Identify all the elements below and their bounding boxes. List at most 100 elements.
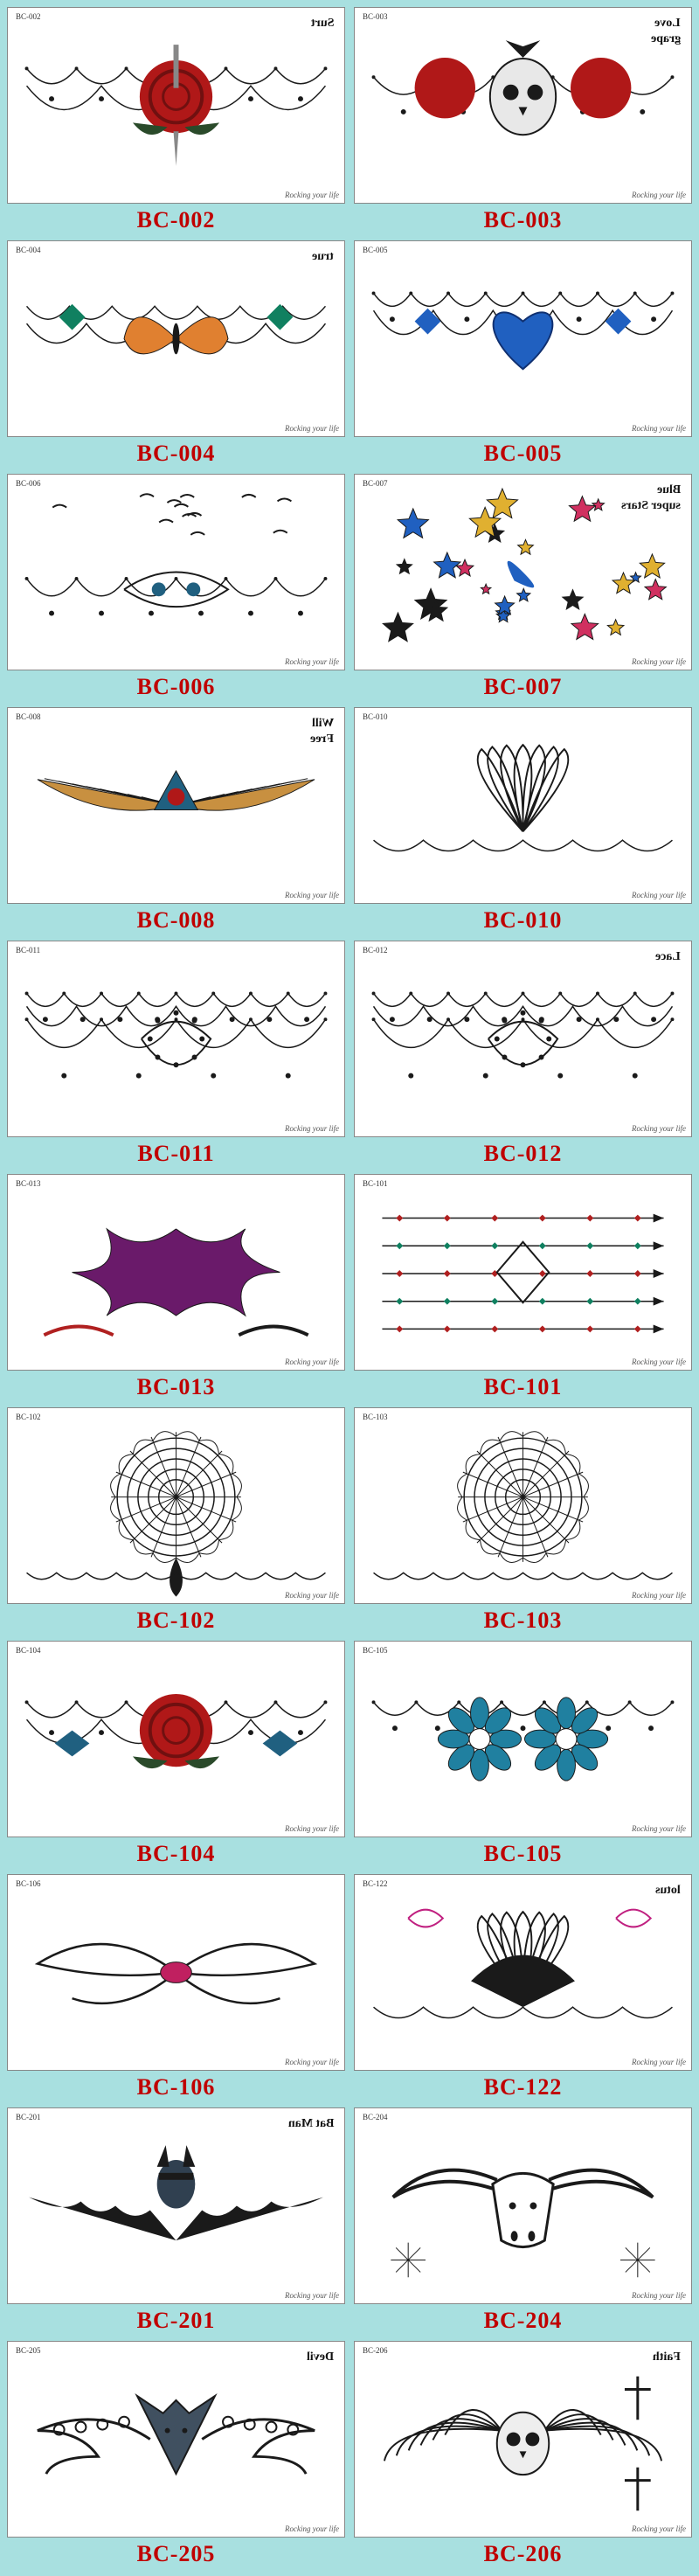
corner-code: BC-201 [13,2112,44,2122]
product-card[interactable]: BC-003Rocking your lifeLovegrape [354,7,692,204]
corner-footer: Rocking your life [632,1591,686,1600]
product-card[interactable]: BC-104 Rocking your life [7,1641,345,1837]
product-card[interactable]: BC-012Rocking your lifeLace [354,941,692,1137]
product-label: BC-101 [484,1374,563,1400]
corner-code: BC-101 [360,1178,391,1189]
corner-footer: Rocking your life [285,1591,339,1600]
product-card[interactable]: BC-004Rocking your lifetrue [7,240,345,437]
corner-code: BC-104 [13,1645,44,1656]
corner-code: BC-010 [360,712,391,722]
product-card[interactable]: BC-007Rocking your lifeBluesuper Stars [354,474,692,670]
corner-footer: Rocking your life [285,1357,339,1366]
product-card[interactable]: BC-103 Rocking your life [354,1407,692,1604]
corner-code: BC-013 [13,1178,44,1189]
product-label: BC-010 [484,907,563,934]
corner-code: BC-122 [360,1878,391,1889]
product-label: BC-206 [484,2541,563,2567]
product-card[interactable]: BC-101Rocking your life [354,1174,692,1371]
corner-code: BC-105 [360,1645,391,1656]
product-card[interactable]: BC-102 Rocking your life [7,1407,345,1604]
mirror-text: super Stars [621,499,681,513]
corner-footer: Rocking your life [632,2291,686,2300]
product-card[interactable]: BC-204 Rocking your life [354,2107,692,2304]
corner-code: BC-103 [360,1412,391,1422]
mirror-text: Will [312,717,334,731]
corner-footer: Rocking your life [285,657,339,666]
product-card[interactable]: BC-008 Rocking your life Will Free [7,707,345,904]
mirror-text: Surt [311,17,334,31]
corner-code: BC-005 [360,245,391,255]
product-card[interactable]: BC-002Rocking your lifeSurt [7,7,345,204]
product-card[interactable]: BC-005Rocking your life [354,240,692,437]
product-cell: BC-010Rocking your lifeBC-010 [354,707,692,935]
product-label: BC-201 [137,2308,216,2334]
product-card[interactable]: BC-105Rocking your life [354,1641,692,1837]
corner-footer: Rocking your life [285,2524,339,2533]
product-card[interactable]: BC-201 Rocking your life Bat Man [7,2107,345,2304]
corner-footer: Rocking your life [285,1824,339,1833]
mirror-text: true [312,250,334,264]
mirror-text: lotus [655,1884,681,1898]
product-label: BC-004 [137,441,216,467]
product-cell: BC-004Rocking your lifetrueBC-004 [7,240,345,469]
product-cell: BC-205 Rocking your life DevilBC-205 [7,2341,345,2569]
mirror-text: grape [651,32,681,46]
corner-footer: Rocking your life [632,1124,686,1133]
corner-code: BC-106 [13,1878,44,1889]
mirror-text: Love [654,17,681,31]
corner-code: BC-006 [13,478,44,489]
corner-footer: Rocking your life [285,2058,339,2066]
product-cell: BC-011 Rocking your life BC-011 [7,941,345,1169]
corner-footer: Rocking your life [285,424,339,433]
mirror-text: Free [310,733,334,746]
corner-footer: Rocking your life [285,1124,339,1133]
product-cell: BC-006 Rocking your life BC-006 [7,474,345,702]
product-label: BC-013 [137,1374,216,1400]
product-card[interactable]: BC-206Rocking your lifeFaith [354,2341,692,2538]
mirror-text: Faith [653,2350,681,2364]
corner-footer: Rocking your life [632,191,686,199]
product-label: BC-007 [484,674,563,700]
mirror-text: Devil [307,2350,334,2364]
product-cell: BC-005Rocking your lifeBC-005 [354,240,692,469]
product-label: BC-105 [484,1841,563,1867]
product-card[interactable]: BC-106 Rocking your life [7,1874,345,2071]
product-label: BC-006 [137,674,216,700]
corner-code: BC-204 [360,2112,391,2122]
product-cell: BC-103 Rocking your life BC-103 [354,1407,692,1635]
product-grid: BC-002Rocking your lifeSurtBC-002BC-003R… [7,7,692,2569]
product-label: BC-005 [484,441,563,467]
corner-code: BC-007 [360,478,391,489]
product-label: BC-012 [484,1141,563,1167]
product-card[interactable]: BC-205 Rocking your life Devil [7,2341,345,2538]
product-card[interactable]: BC-013 Rocking your life [7,1174,345,1371]
corner-code: BC-002 [13,11,44,22]
product-card[interactable]: BC-006 Rocking your life [7,474,345,670]
mirror-text: Blue [657,483,681,497]
corner-footer: Rocking your life [285,2291,339,2300]
corner-code: BC-102 [13,1412,44,1422]
product-card[interactable]: BC-011 Rocking your life [7,941,345,1137]
product-cell: BC-206Rocking your lifeFaith BC-206 [354,2341,692,2569]
mirror-text: Lace [655,950,681,964]
product-cell: BC-201 Rocking your life Bat Man BC-201 [7,2107,345,2336]
product-cell: BC-003Rocking your lifeLovegrapeBC-003 [354,7,692,235]
corner-code: BC-205 [13,2345,44,2356]
corner-code: BC-011 [13,945,43,955]
product-cell: BC-106 Rocking your lifeBC-106 [7,1874,345,2102]
product-cell: BC-013 Rocking your life BC-013 [7,1174,345,1402]
product-cell: BC-204 Rocking your lifeBC-204 [354,2107,692,2336]
corner-footer: Rocking your life [285,891,339,899]
product-cell: BC-002Rocking your lifeSurtBC-002 [7,7,345,235]
product-cell: BC-122Rocking your lifelotusBC-122 [354,1874,692,2102]
product-label: BC-103 [484,1607,563,1634]
product-card[interactable]: BC-010Rocking your life [354,707,692,904]
product-card[interactable]: BC-122Rocking your lifelotus [354,1874,692,2071]
product-label: BC-102 [137,1607,216,1634]
product-cell: BC-008 Rocking your life Will FreeBC-008 [7,707,345,935]
mirror-text: Bat Man [288,2117,335,2131]
product-cell: BC-104 Rocking your lifeBC-104 [7,1641,345,1869]
corner-code: BC-008 [13,712,44,722]
product-label: BC-011 [137,1141,214,1167]
product-cell: BC-012Rocking your lifeLaceBC-012 [354,941,692,1169]
